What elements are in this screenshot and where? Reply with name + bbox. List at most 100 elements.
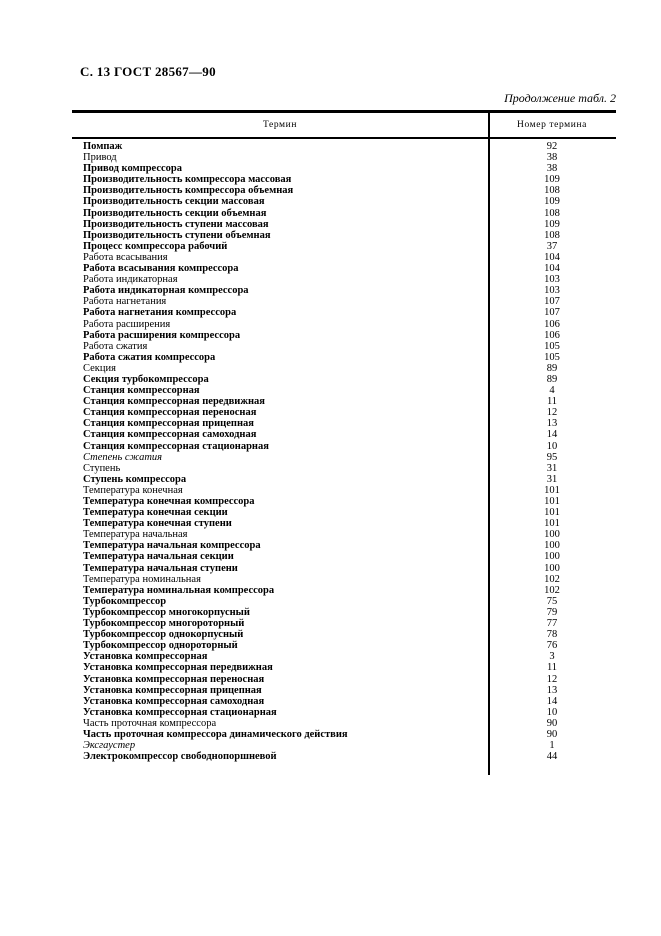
- term-cell: Привод: [83, 152, 117, 164]
- term-cell: Работа расширения компрессора: [83, 329, 241, 341]
- term-number-cell: 101: [544, 507, 560, 519]
- term-cell: Часть проточная компрессора: [83, 717, 217, 729]
- term-number-cell: 108: [544, 185, 560, 197]
- table-header-row: Термин Номер термина: [72, 113, 616, 137]
- term-number-cell: 37: [546, 240, 558, 252]
- term-cell: Работа индикаторная компрессора: [83, 285, 249, 297]
- term-number-cell: 11: [546, 396, 558, 408]
- term-number-cell: 106: [544, 329, 560, 341]
- term-number-cell: 102: [544, 573, 560, 585]
- term-number-cell: 104: [544, 263, 560, 275]
- term-cell: Часть проточная компрессора динамическог…: [83, 728, 348, 740]
- table-row: Часть проточная компрессора 90: [72, 718, 616, 729]
- term-number-cell: 108: [544, 207, 560, 219]
- table-header-rule: [72, 137, 616, 139]
- table-row: Температура номинальная компрессора 102: [72, 585, 616, 596]
- term-cell: Станция компрессорная: [83, 385, 200, 397]
- term-number-cell: 90: [546, 717, 558, 729]
- table-row: Установка компрессорная переносная 12: [72, 674, 616, 685]
- table-row: Работа всасывания 104: [72, 252, 616, 263]
- table-row: Турбокомпрессор 75: [72, 596, 616, 607]
- table-row: Установка компрессорная передвижная 11: [72, 662, 616, 673]
- table-row: Секция турбокомпрессора 89: [72, 374, 616, 385]
- term-cell: Турбокомпрессор однороторный: [83, 640, 238, 652]
- table-row: Ступень 31: [72, 463, 616, 474]
- term-cell: Станция компрессорная переносная: [83, 407, 257, 419]
- term-cell: Температура конечная секции: [83, 507, 228, 519]
- term-cell: Температура конечная: [83, 484, 183, 496]
- term-number-cell: 79: [546, 606, 558, 618]
- term-number-cell: 78: [546, 629, 558, 641]
- term-number-cell: 89: [546, 362, 558, 374]
- column-header-term-number: Номер термина: [517, 120, 587, 130]
- table-row: Часть проточная компрессора динамическог…: [72, 729, 616, 740]
- term-cell: Ступень компрессора: [83, 473, 187, 485]
- table-row: Станция компрессорная передвижная 11: [72, 396, 616, 407]
- table-row: Степень сжатия 95: [72, 452, 616, 463]
- term-number-cell: 109: [544, 174, 560, 186]
- table-row: Температура начальная 100: [72, 529, 616, 540]
- term-cell: Станция компрессорная прицепная: [83, 418, 254, 430]
- term-number-cell: 92: [546, 141, 558, 152]
- table-row: Производительность секции массовая 109: [72, 196, 616, 207]
- term-cell: Турбокомпрессор: [83, 595, 167, 607]
- term-number-cell: 76: [546, 640, 558, 652]
- term-cell: Работа нагнетания компрессора: [83, 307, 237, 319]
- term-number-cell: 102: [544, 584, 560, 596]
- table-row: Производительность компрессора массовая …: [72, 174, 616, 185]
- table-top-rule: [72, 110, 616, 113]
- table-row: Температура конечная 101: [72, 485, 616, 496]
- table-row: Станция компрессорная переносная 12: [72, 407, 616, 418]
- term-number-cell: 14: [546, 695, 558, 707]
- table-row: Работа расширения 106: [72, 319, 616, 330]
- table-row: Производительность компрессора объемная …: [72, 185, 616, 196]
- table-row: Работа сжатия 105: [72, 341, 616, 352]
- table-row: Температура начальная компрессора 100: [72, 540, 616, 551]
- term-number-cell: 89: [546, 373, 558, 385]
- term-cell: Температура начальная компрессора: [83, 540, 261, 552]
- term-number-cell: 11: [546, 662, 558, 674]
- table-row: Производительность ступени массовая 109: [72, 219, 616, 230]
- term-cell: Работа сжатия компрессора: [83, 351, 216, 363]
- term-cell: Производительность секции объемная: [83, 207, 267, 219]
- table-row: Эксгаустер 1: [72, 740, 616, 751]
- term-number-cell: 10: [546, 706, 558, 718]
- page-title: С. 13 ГОСТ 28567—90: [80, 64, 216, 79]
- term-cell: Турбокомпрессор однокорпусный: [83, 629, 244, 641]
- table-row: Температура номинальная 102: [72, 574, 616, 585]
- table-row: Работа всасывания компрессора 104: [72, 263, 616, 274]
- term-number-cell: 1: [549, 740, 555, 752]
- table-row: Производительность ступени объемная 108: [72, 230, 616, 241]
- term-cell: Работа индикаторная: [83, 274, 178, 286]
- term-cell: Установка компрессорная стационарная: [83, 706, 277, 718]
- table-body: Помпаж 92 Привод 38 Привод компрессора 3…: [72, 141, 616, 762]
- term-number-cell: 31: [546, 473, 558, 485]
- table-row: Станция компрессорная самоходная 14: [72, 429, 616, 440]
- table-row: Производительность секции объемная 108: [72, 208, 616, 219]
- term-cell: Температура начальная: [83, 529, 188, 541]
- table-row: Турбокомпрессор однокорпусный 78: [72, 629, 616, 640]
- term-number-cell: 12: [546, 407, 558, 419]
- table-row: Температура начальная ступени 100: [72, 563, 616, 574]
- term-number-cell: 103: [544, 285, 560, 297]
- table-row: Установка компрессорная самоходная 14: [72, 696, 616, 707]
- term-cell: Производительность компрессора массовая: [83, 174, 292, 186]
- term-number-cell: 106: [544, 318, 560, 330]
- term-cell: Электрокомпрессор свободнопоршневой: [83, 751, 277, 763]
- term-cell: Температура номинальная: [83, 573, 201, 585]
- term-cell: Эксгаустер: [83, 740, 136, 752]
- term-cell: Температура начальная ступени: [83, 562, 238, 574]
- term-number-cell: 109: [544, 196, 560, 208]
- table-row: Температура конечная компрессора 101: [72, 496, 616, 507]
- term-cell: Помпаж: [83, 141, 123, 152]
- term-cell: Температура номинальная компрессора: [83, 584, 275, 596]
- term-cell: Установка компрессорная прицепная: [83, 684, 262, 696]
- term-number-cell: 101: [544, 484, 560, 496]
- term-number-cell: 12: [546, 673, 558, 685]
- term-number-cell: 13: [546, 684, 558, 696]
- table-row: Станция компрессорная стационарная 10: [72, 441, 616, 452]
- table-continuation-label: Продолжение табл. 2: [504, 91, 616, 105]
- table-row: Установка компрессорная 3: [72, 651, 616, 662]
- term-number-cell: 105: [544, 340, 560, 352]
- term-number-cell: 3: [549, 651, 555, 663]
